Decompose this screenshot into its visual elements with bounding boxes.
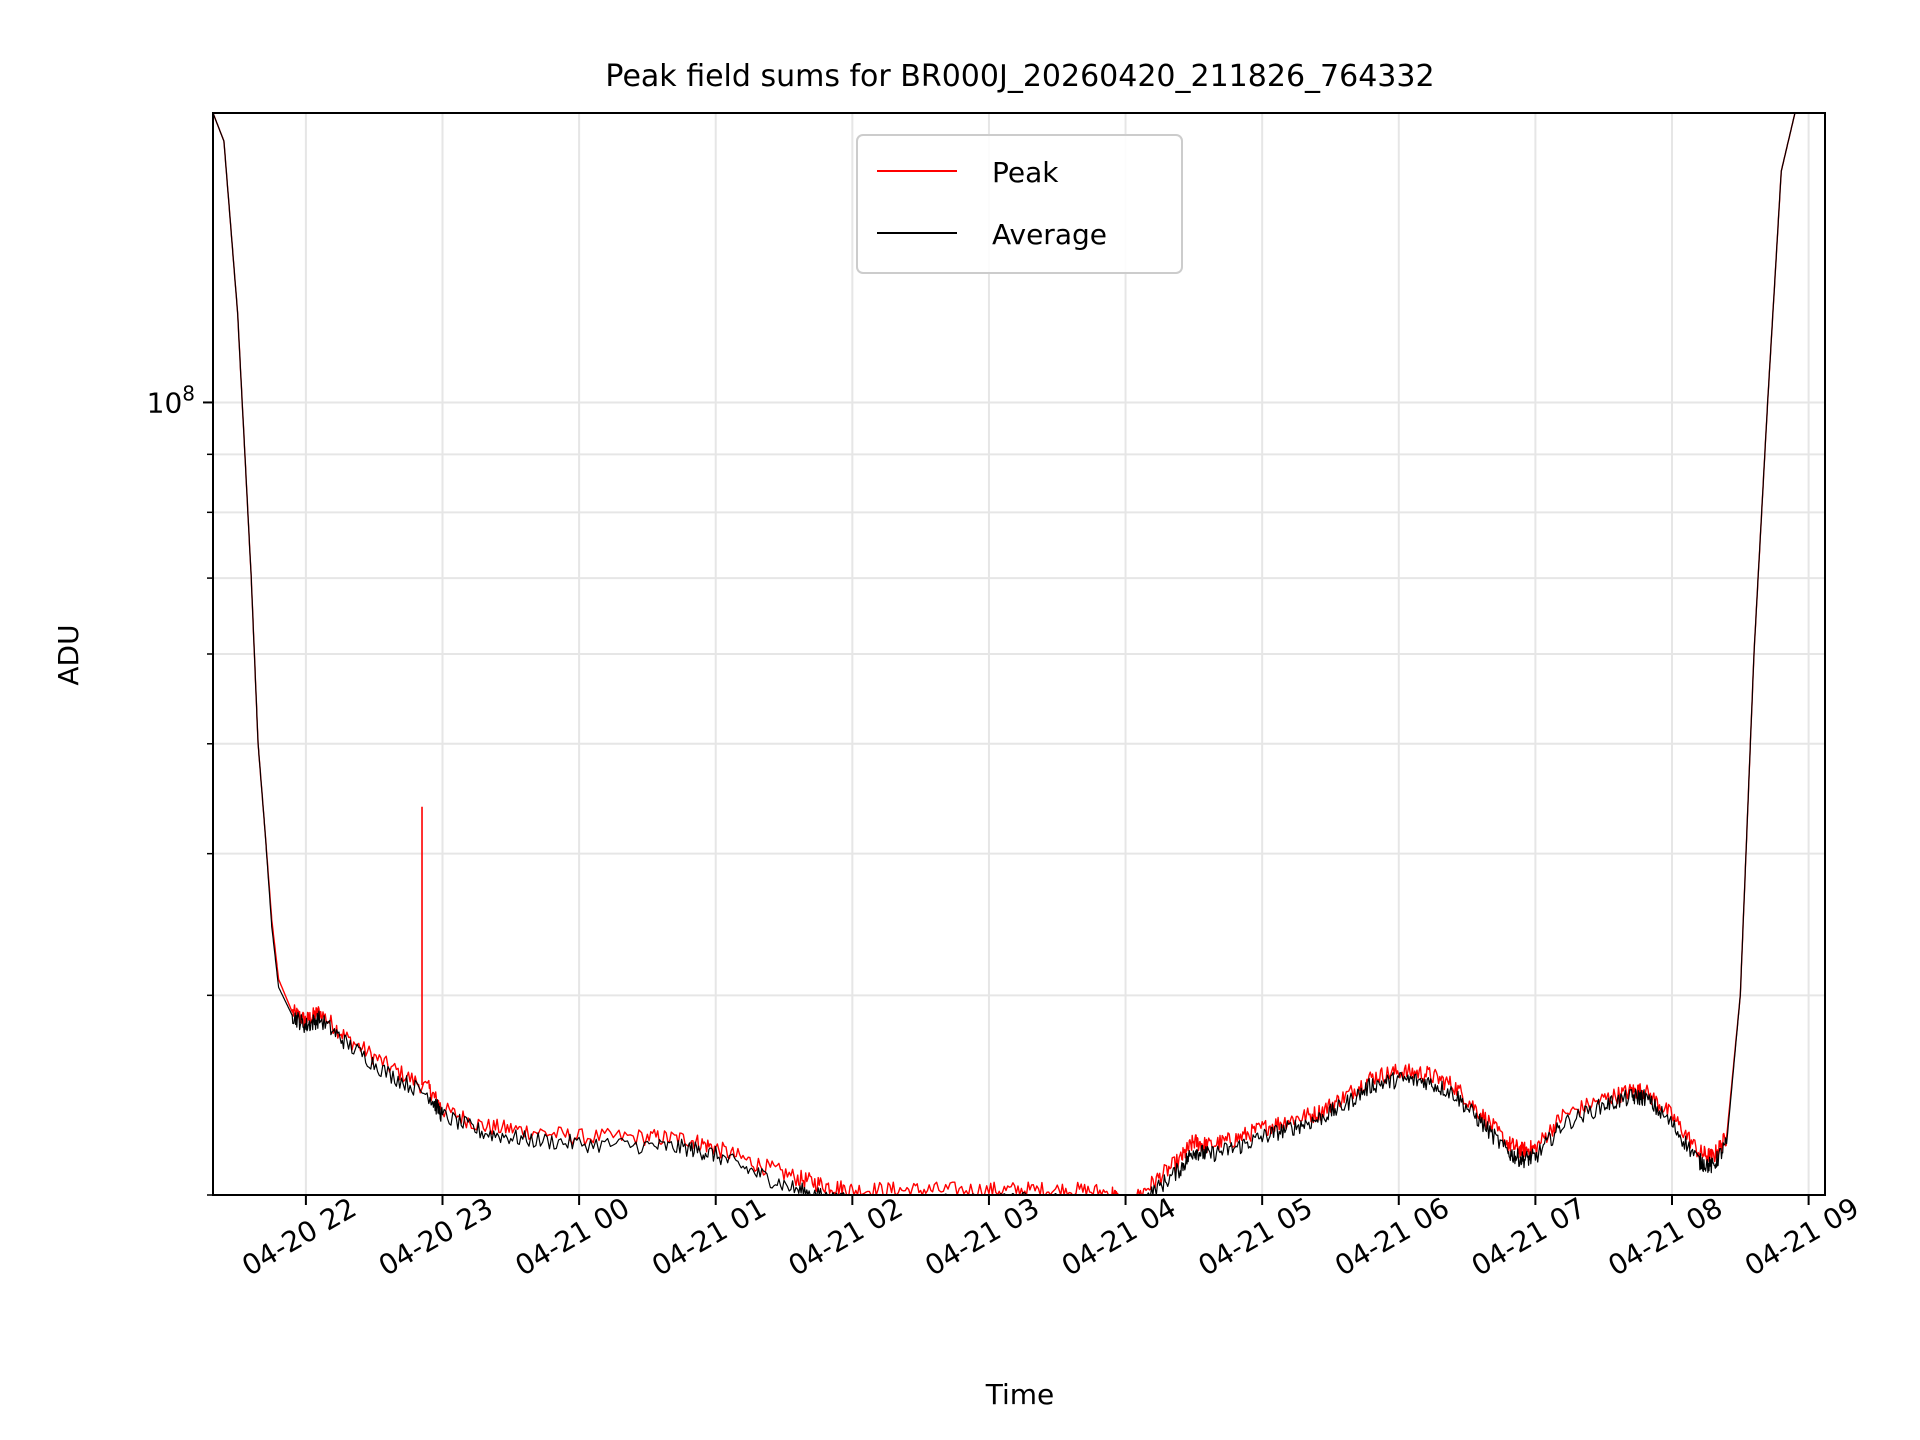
legend-label-average: Average [992, 218, 1107, 251]
y-axis-label: ADU [52, 624, 85, 685]
grid [213, 113, 1825, 1196]
x-axis-label: Time [985, 1378, 1055, 1411]
y-axis: 108 [147, 381, 213, 1196]
legend-label-peak: Peak [992, 156, 1059, 189]
legend: Peak Average [856, 134, 1183, 274]
y-tick-label: 108 [147, 381, 195, 419]
chart-title: Peak field sums for BR000J_20260420_2118… [605, 59, 1434, 94]
legend-box [856, 134, 1183, 274]
